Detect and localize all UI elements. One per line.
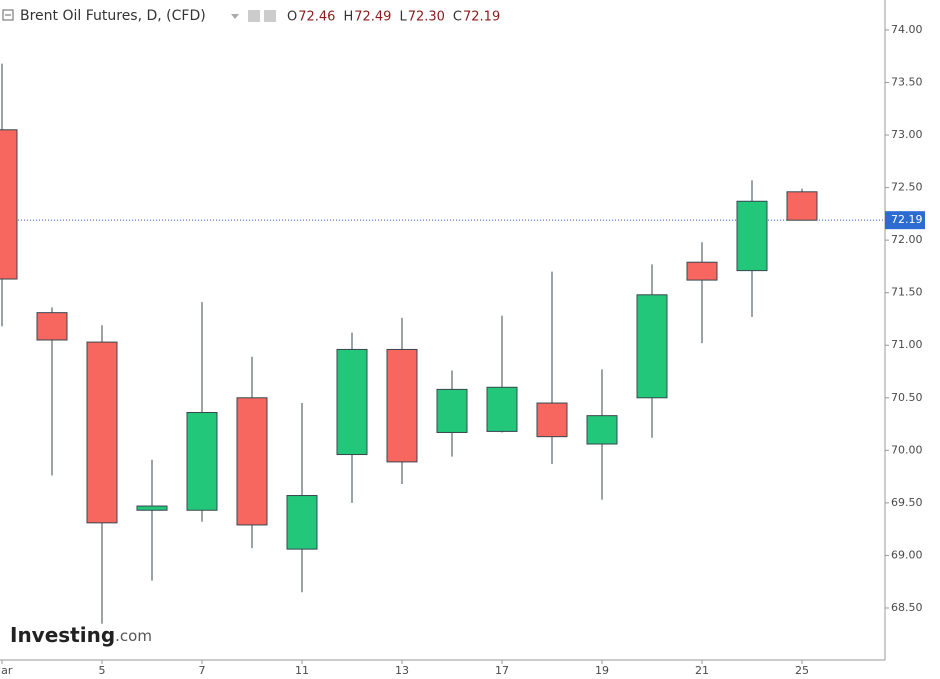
legend-key: L <box>399 10 407 25</box>
y-tick-label: 73.00 <box>891 128 923 141</box>
watermark: Investing.com <box>10 623 152 647</box>
candle-body <box>486 386 518 432</box>
x-tick-label: 21 <box>695 664 709 677</box>
collapse-icon[interactable] <box>2 9 14 21</box>
candle-body <box>336 348 368 456</box>
x-tick-label: 17 <box>495 664 509 677</box>
legend-value: 72.30 <box>408 10 445 25</box>
candle-body <box>636 294 668 399</box>
x-tick-label: Mar <box>0 664 13 677</box>
ohlc-legend: O 72.46 H 72.49 L 72.30 C 72.19 <box>287 10 500 25</box>
candle-body <box>586 415 618 445</box>
candle-body <box>436 388 468 433</box>
candle-body <box>186 412 218 511</box>
x-tick-label: 5 <box>99 664 106 677</box>
y-tick-label: 68.50 <box>891 601 923 614</box>
candle-body <box>136 505 168 511</box>
settings-icon[interactable] <box>264 10 276 22</box>
candle-body <box>786 191 818 221</box>
y-tick-label: 72.00 <box>891 233 923 246</box>
candle-body <box>536 402 568 438</box>
y-tick-label: 72.50 <box>891 181 923 194</box>
y-tick-label: 71.50 <box>891 286 923 299</box>
x-tick-label: 13 <box>395 664 409 677</box>
x-tick-label: 25 <box>795 664 809 677</box>
x-tick-label: 19 <box>595 664 609 677</box>
candle-body <box>686 261 718 281</box>
candle-body <box>286 495 318 550</box>
candle-body <box>236 397 268 526</box>
last-price-tag <box>885 211 925 230</box>
y-tick-label: 69.50 <box>891 496 923 509</box>
legend-key: H <box>343 10 353 25</box>
candle-body <box>36 312 68 341</box>
watermark-suffix: .com <box>115 627 152 645</box>
y-tick-label: 73.50 <box>891 76 923 89</box>
last-price-label: 72.19 <box>891 213 923 226</box>
y-tick-label: 70.50 <box>891 391 923 404</box>
x-tick-label: 7 <box>199 664 206 677</box>
x-tick-label: 11 <box>295 664 309 677</box>
legend-key: C <box>453 10 462 25</box>
chart-title: Brent Oil Futures, D, (CFD) <box>20 8 206 24</box>
watermark-main: Investing <box>10 623 115 647</box>
dropdown-arrow[interactable] <box>231 14 239 19</box>
candle-body <box>86 341 118 524</box>
y-tick-label: 70.00 <box>891 443 923 456</box>
y-tick-label: 71.00 <box>891 338 923 351</box>
legend-key: O <box>287 10 297 25</box>
legend-value: 72.49 <box>354 10 391 25</box>
candle-body <box>736 200 768 272</box>
legend-value: 72.46 <box>298 10 335 25</box>
candle-body <box>0 129 18 280</box>
candle-body <box>386 348 418 463</box>
settings-icon[interactable] <box>248 10 260 22</box>
y-tick-label: 69.00 <box>891 548 923 561</box>
y-tick-label: 74.00 <box>891 23 923 36</box>
legend-value: 72.19 <box>463 10 500 25</box>
